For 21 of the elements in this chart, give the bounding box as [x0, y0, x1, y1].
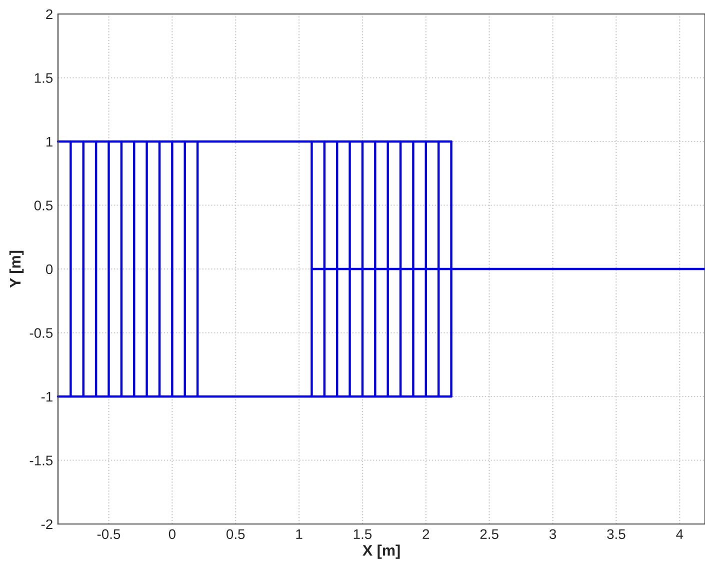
y-axis-title: Y [m]: [9, 250, 24, 288]
y-tick-label: 1: [46, 136, 52, 147]
y-tick-label: -1.5: [30, 456, 53, 466]
y-tick-label: 0.5: [34, 200, 53, 210]
x-tick-label: 0: [168, 529, 176, 540]
y-tick-label: -1: [41, 392, 52, 402]
x-tick-label: 4: [676, 529, 684, 539]
x-tick-label: 0.5: [226, 529, 245, 540]
x-tick-label: 1: [296, 529, 302, 539]
y-tick-label: 2: [46, 9, 52, 20]
x-tick-label: 2.5: [480, 529, 498, 540]
x-tick-label: 2: [422, 529, 430, 539]
x-tick-label: 3: [549, 529, 556, 540]
x-tick-label: 1.5: [354, 529, 372, 540]
x-axis-title: X [m]: [362, 544, 400, 559]
y-tick-label: -2: [41, 519, 52, 530]
y-tick-label: 1.5: [34, 73, 53, 83]
x-tick-label: -0.5: [97, 529, 120, 540]
y-tick-label: 0: [46, 264, 53, 274]
y-tick-label: -0.5: [30, 328, 53, 338]
x-tick-label: 3.5: [607, 529, 626, 540]
